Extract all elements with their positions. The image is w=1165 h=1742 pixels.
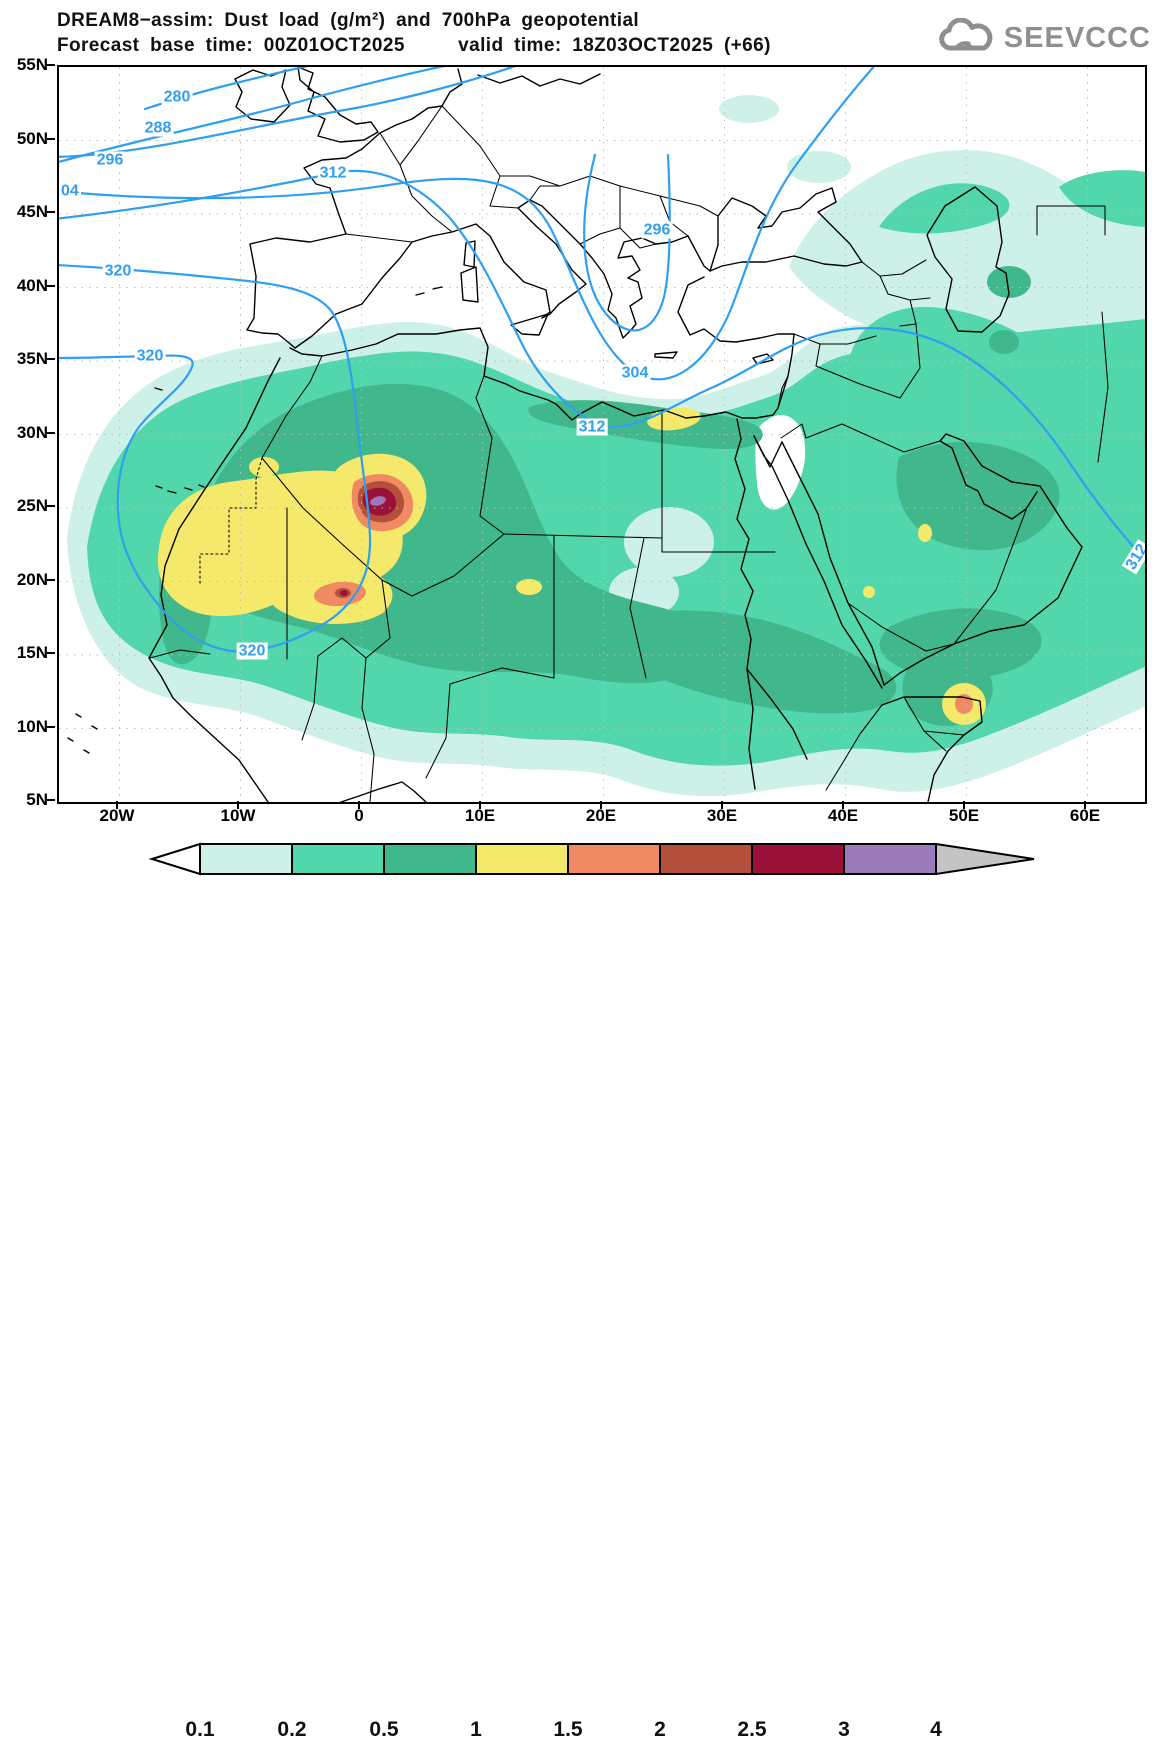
contour-label: 312 xyxy=(576,418,608,436)
contour-label: 296 xyxy=(94,151,126,169)
lat-tick-label: 15N xyxy=(16,643,48,662)
axis-tick xyxy=(600,801,602,809)
contour-label: 304 xyxy=(619,364,651,382)
map-plot-area: 280 288 296 04 312 320 320 296 304 312 3… xyxy=(57,65,1147,804)
colorbar-tick-label: 0.5 xyxy=(369,1718,399,1741)
contour-label: 04 xyxy=(59,182,81,200)
colorbar-tick-label: 0.2 xyxy=(277,1718,307,1741)
lat-tick-label: 25N xyxy=(16,496,48,515)
contour-label: 320 xyxy=(134,347,166,365)
country-borders xyxy=(149,105,1109,802)
dust-interior-light-patches xyxy=(609,415,806,617)
coastlines xyxy=(67,67,1083,802)
colorbar-tick-label: 3 xyxy=(838,1718,850,1741)
lon-tick-label: 10E xyxy=(464,806,496,825)
axis-tick xyxy=(116,801,118,809)
map-canvas xyxy=(59,67,1145,802)
lat-tick-label: 55N xyxy=(16,55,48,74)
contour-label: 312 xyxy=(317,164,349,182)
lat-tick-label: 5N xyxy=(26,790,48,809)
contour-label: 280 xyxy=(161,88,193,106)
lon-tick-label: 30E xyxy=(706,806,738,825)
axis-tick xyxy=(47,799,55,801)
colorbar-tick-label: 0.1 xyxy=(185,1718,215,1741)
lat-tick-label: 30N xyxy=(16,422,48,442)
lon-tick-label: 10W xyxy=(220,806,256,825)
logo-text: SEEVCCC xyxy=(1003,21,1151,54)
lat-tick-label: 50N xyxy=(16,128,48,148)
colorbar-tick-label: 1.5 xyxy=(553,1718,583,1741)
contour-label: 320 xyxy=(102,262,134,280)
lat-tick-label: 45N xyxy=(16,202,48,221)
axis-tick xyxy=(963,801,965,809)
axis-tick xyxy=(721,801,723,809)
forecast-chart-page: { "title": { "line1": "DREAM8−assim: Dus… xyxy=(16,8,1151,1741)
axis-tick xyxy=(358,801,360,809)
colorbar-graphic xyxy=(148,842,1035,876)
plot-title-line2: Forecast base time: 00Z01OCT2025 valid t… xyxy=(57,35,771,56)
lon-tick-label: 20W xyxy=(99,806,135,825)
lat-tick-label: 10N xyxy=(16,716,48,736)
seevccc-logo: SEEVCCC xyxy=(936,18,1151,58)
axis-tick xyxy=(47,578,55,581)
axis-tick xyxy=(47,64,55,66)
contour-label: 296 xyxy=(641,221,673,239)
colorbar-tick-label: 4 xyxy=(930,1718,942,1741)
geopotential-contours xyxy=(59,67,1145,653)
colorbar-tick-label: 2 xyxy=(654,1718,666,1741)
axis-tick xyxy=(237,801,239,809)
lat-tick-label: 20N xyxy=(16,569,48,589)
cloud-icon xyxy=(939,18,993,51)
plot-title-block: DREAM8−assim: Dust load (g/m²) and 700hP… xyxy=(57,8,771,58)
contour-label: 288 xyxy=(142,119,174,137)
axis-tick xyxy=(47,284,55,287)
axis-tick xyxy=(842,801,844,809)
lon-tick-label: 20E xyxy=(585,806,617,825)
axis-tick xyxy=(47,211,55,213)
axis-tick xyxy=(47,505,55,507)
axis-tick xyxy=(47,137,55,140)
lon-tick-label: 0 xyxy=(354,806,364,825)
colorbar-tick-label: 2.5 xyxy=(737,1718,767,1741)
lat-tick-label: 40N xyxy=(16,275,48,295)
lon-tick-label: 50E xyxy=(948,806,980,825)
axis-tick xyxy=(1084,801,1086,809)
contour-label: 320 xyxy=(236,642,268,660)
axis-tick xyxy=(47,358,55,360)
axis-tick xyxy=(47,725,55,728)
axis-tick xyxy=(479,801,481,809)
axis-tick xyxy=(47,431,55,434)
plot-title-line1: DREAM8−assim: Dust load (g/m²) and 700hP… xyxy=(57,10,640,31)
lat-tick-label: 35N xyxy=(16,349,48,368)
lon-tick-label: 60E xyxy=(1069,806,1101,825)
axis-tick xyxy=(47,652,55,654)
dust-layer-3 xyxy=(370,496,386,506)
dust-load-colorbar: 0.1 0.2 0.5 1 1.5 2 2.5 3 4 xyxy=(148,842,1038,1741)
colorbar-tick-label: 1 xyxy=(470,1718,482,1741)
lon-tick-label: 40E xyxy=(827,806,859,825)
